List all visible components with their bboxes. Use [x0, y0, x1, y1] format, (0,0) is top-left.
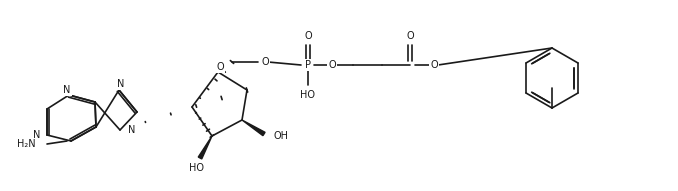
Polygon shape — [242, 120, 265, 136]
Polygon shape — [198, 136, 212, 159]
Text: N: N — [63, 85, 71, 95]
Text: HO: HO — [188, 163, 203, 173]
Text: H₂N: H₂N — [18, 139, 36, 149]
Text: HO: HO — [300, 90, 315, 100]
Text: O: O — [304, 31, 312, 41]
Text: OH: OH — [274, 131, 289, 141]
Text: O: O — [406, 31, 414, 41]
Text: O: O — [216, 62, 224, 72]
Text: O: O — [328, 60, 336, 70]
Text: N: N — [117, 79, 125, 89]
Text: P: P — [305, 60, 311, 70]
Text: O: O — [430, 60, 438, 70]
Text: N: N — [128, 125, 136, 135]
Text: O: O — [261, 57, 268, 67]
Text: N: N — [33, 130, 40, 140]
